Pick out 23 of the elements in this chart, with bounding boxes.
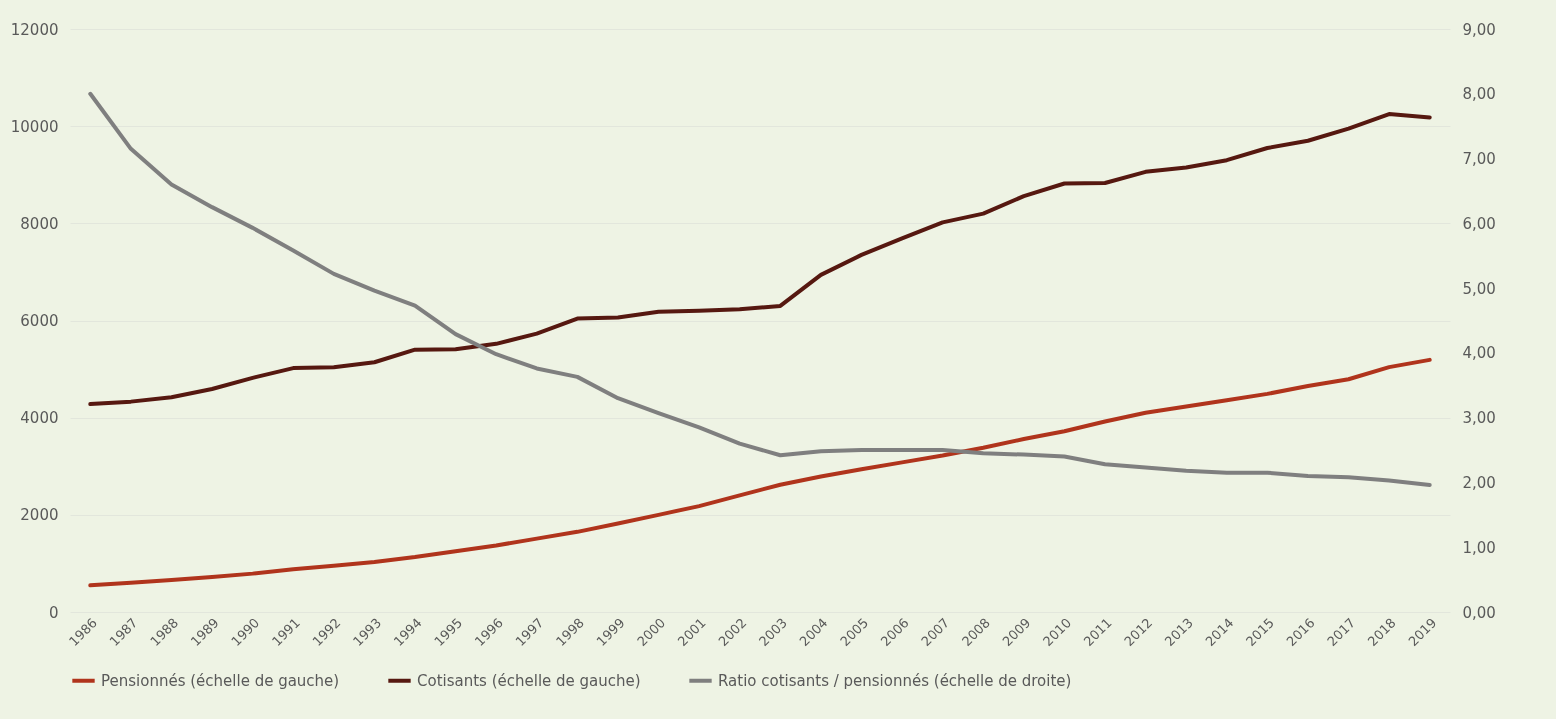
legend-label: Pensionnés (échelle de gauche) — [101, 671, 340, 690]
y2-tick-label: 5,00 — [1462, 279, 1496, 298]
y2-tick-label: 2,00 — [1462, 473, 1496, 492]
y2-tick-label: 7,00 — [1462, 150, 1496, 169]
y-tick-label: 8000 — [20, 214, 59, 233]
y2-tick-label: 6,00 — [1462, 214, 1496, 233]
y-tick-label: 4000 — [20, 409, 59, 428]
legend-label: Ratio cotisants / pensionnés (échelle de droite) — [718, 671, 1072, 690]
y-tick-label: 6000 — [20, 312, 59, 330]
line-series — [88, 91, 1432, 488]
y2-tick-label: 9,00 — [1462, 20, 1496, 39]
y-tick-label: 12000 — [10, 20, 59, 39]
legend-label: Cotisants (échelle de gauche) — [417, 671, 641, 690]
y2-tick-label: 8,00 — [1462, 85, 1496, 104]
y2-tick-label: 3,00 — [1462, 409, 1496, 428]
y-tick-label: 2000 — [20, 506, 59, 525]
y-tick-label: 0 — [48, 603, 59, 622]
y2-tick-label: 1,00 — [1462, 538, 1496, 557]
y2-tick-label: 4,00 — [1462, 344, 1496, 363]
y2-tick-label: 0,00 — [1462, 603, 1496, 622]
line-series — [88, 357, 1432, 588]
y-tick-label: 10000 — [10, 117, 59, 136]
line-series — [88, 112, 1432, 407]
